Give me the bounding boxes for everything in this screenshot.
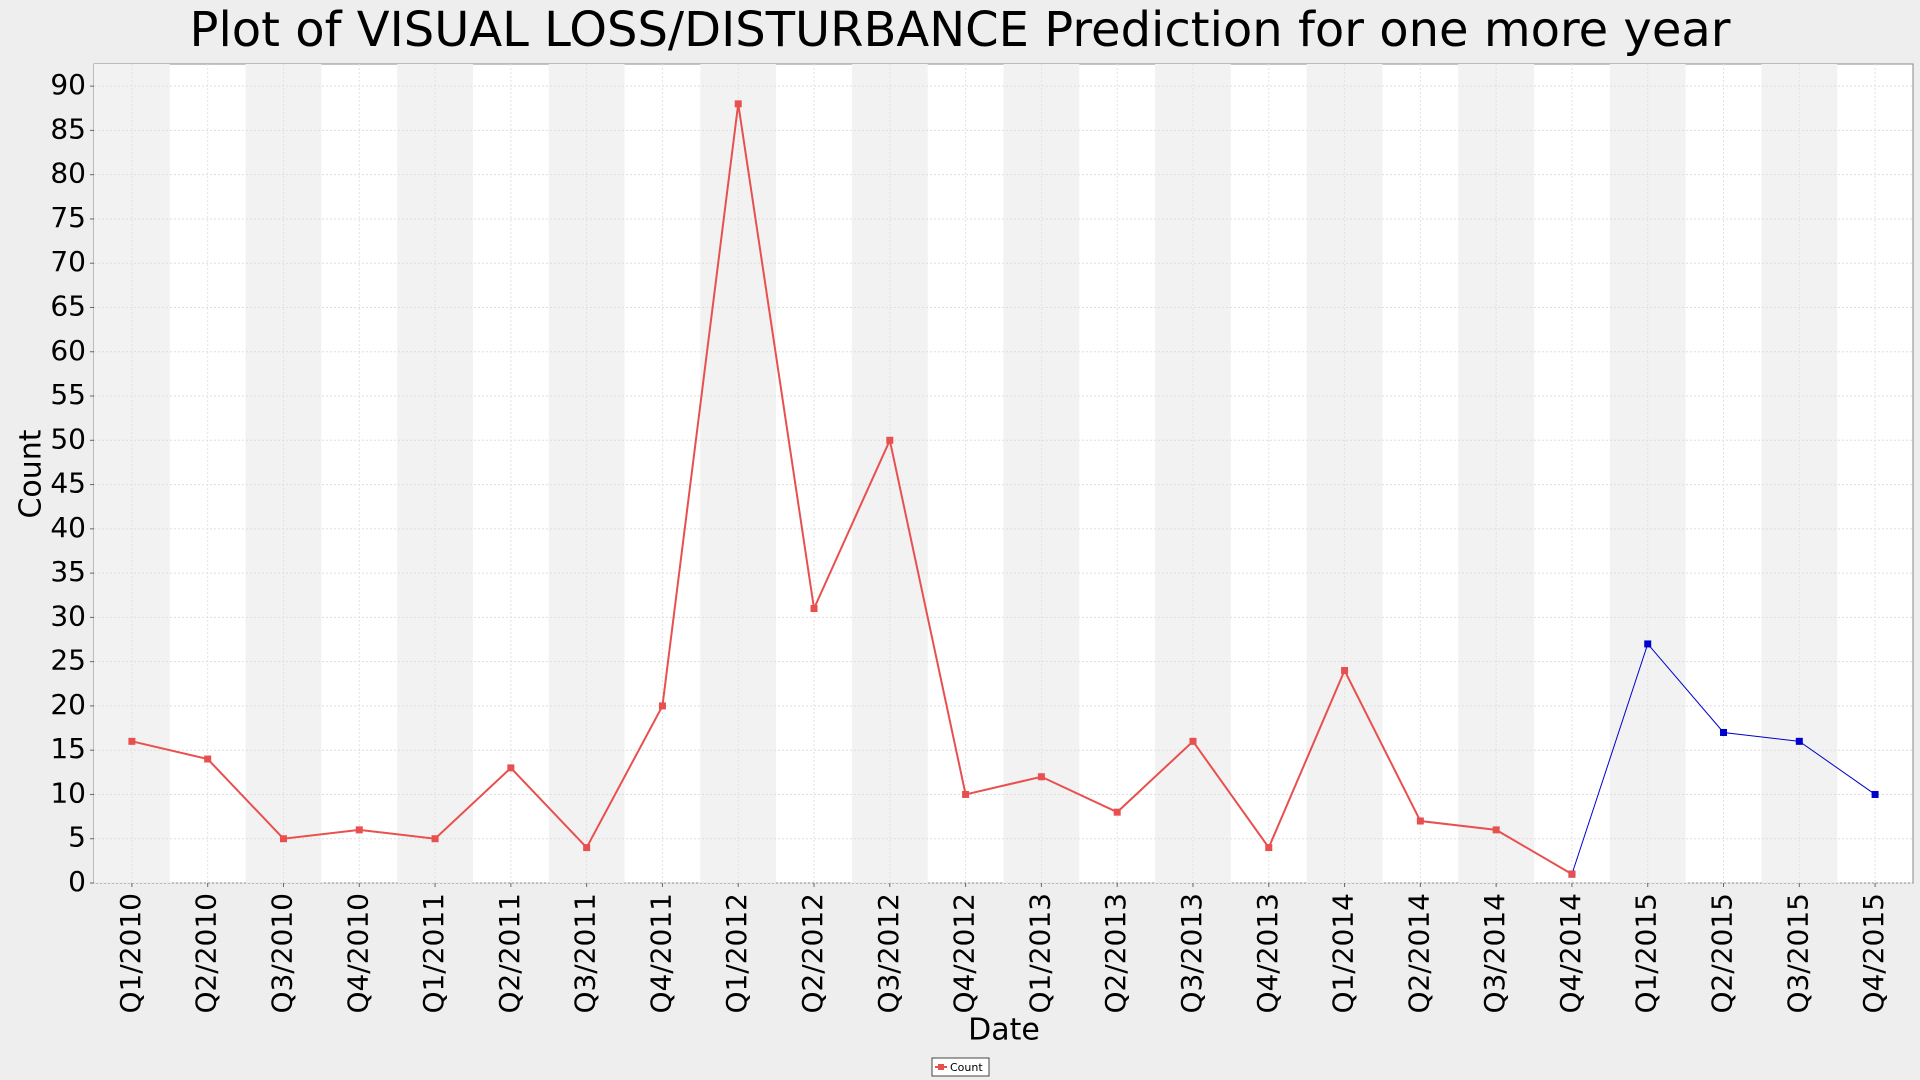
y-tick-label: 0 <box>68 865 86 898</box>
data-point <box>279 835 287 843</box>
x-tick-label: Q4/2011 <box>644 893 677 1014</box>
x-tick-label: Q3/2010 <box>265 893 298 1014</box>
data-point <box>1037 773 1045 781</box>
series-line <box>131 103 1573 876</box>
data-point <box>1113 808 1121 816</box>
y-tick-label: 5 <box>68 821 86 854</box>
x-tick-label: Q2/2012 <box>796 893 829 1014</box>
y-tick-label: 50 <box>50 422 86 455</box>
x-tick-label: Q2/2015 <box>1706 893 1739 1014</box>
data-point <box>1795 737 1803 745</box>
x-tick-label: Q3/2015 <box>1781 893 1814 1014</box>
data-point <box>583 844 591 852</box>
data-point <box>1265 844 1273 852</box>
legend-box <box>931 1057 990 1077</box>
data-point <box>128 737 136 745</box>
x-tick-label: Q2/2014 <box>1402 893 1435 1014</box>
data-point <box>886 436 894 444</box>
y-tick-label: 85 <box>50 112 86 145</box>
x-tick-label: Q1/2015 <box>1630 893 1663 1014</box>
x-axis-title: Date <box>968 1013 1040 1048</box>
data-point <box>962 790 970 798</box>
y-tick-label: 35 <box>50 555 86 588</box>
y-tick-label: 65 <box>50 289 86 322</box>
x-tick-label: Q4/2010 <box>341 893 374 1014</box>
y-tick-label: 60 <box>50 334 86 367</box>
x-tick-label: Q1/2014 <box>1327 893 1360 1014</box>
y-tick-label: 25 <box>50 644 86 677</box>
y-tick-label: 10 <box>50 776 86 809</box>
x-tick-label: Q3/2011 <box>569 893 602 1014</box>
x-tick-label: Q1/2013 <box>1023 893 1056 1014</box>
y-tick-label: 90 <box>50 68 86 101</box>
data-point <box>1492 826 1500 834</box>
data-point <box>734 100 742 108</box>
chart-title: Plot of VISUAL LOSS/DISTURBANCE Predicti… <box>190 2 1731 58</box>
x-tick-label: Q2/2010 <box>190 893 223 1014</box>
x-tick-label: Q4/2015 <box>1857 893 1890 1014</box>
x-tick-label: Q1/2011 <box>417 893 450 1014</box>
y-tick-label: 30 <box>50 599 86 632</box>
y-tick-label: 80 <box>50 157 86 190</box>
y-tick-label: 15 <box>50 732 86 765</box>
data-point <box>810 605 818 613</box>
y-tick-label: 55 <box>50 378 86 411</box>
y-tick-label: 40 <box>50 511 86 544</box>
data-point <box>1568 870 1576 878</box>
legend-item: Count <box>931 1057 990 1077</box>
data-point <box>658 702 666 710</box>
y-tick-label: 20 <box>50 688 86 721</box>
y-tick-label: 75 <box>50 201 86 234</box>
data-point <box>1416 817 1424 825</box>
data-point <box>1644 640 1652 648</box>
data-point <box>431 835 439 843</box>
x-tick-label: Q2/2011 <box>493 893 526 1014</box>
y-tick-label: 45 <box>50 467 86 500</box>
data-point <box>1189 737 1197 745</box>
x-tick-label: Q4/2012 <box>948 893 981 1014</box>
data-point <box>355 826 363 834</box>
data-point <box>1720 728 1728 736</box>
x-tick-label: Q3/2014 <box>1478 893 1511 1014</box>
data-point <box>1341 667 1349 675</box>
legend-label: Count <box>950 1061 983 1074</box>
y-tick-label: 70 <box>50 245 86 278</box>
x-tick-label: Q1/2012 <box>720 893 753 1014</box>
x-tick-label: Q2/2013 <box>1099 893 1132 1014</box>
x-tick-label: Q4/2013 <box>1251 893 1284 1014</box>
x-tick-label: Q4/2014 <box>1554 893 1587 1014</box>
x-tick-label: Q3/2012 <box>872 893 905 1014</box>
data-point <box>1871 790 1879 798</box>
x-tick-label: Q1/2010 <box>114 893 147 1014</box>
data-point <box>507 764 515 772</box>
legend-swatch <box>938 1064 944 1070</box>
x-tick-label: Q3/2013 <box>1175 893 1208 1014</box>
data-point <box>204 755 212 763</box>
y-axis-title: Count <box>14 429 49 518</box>
